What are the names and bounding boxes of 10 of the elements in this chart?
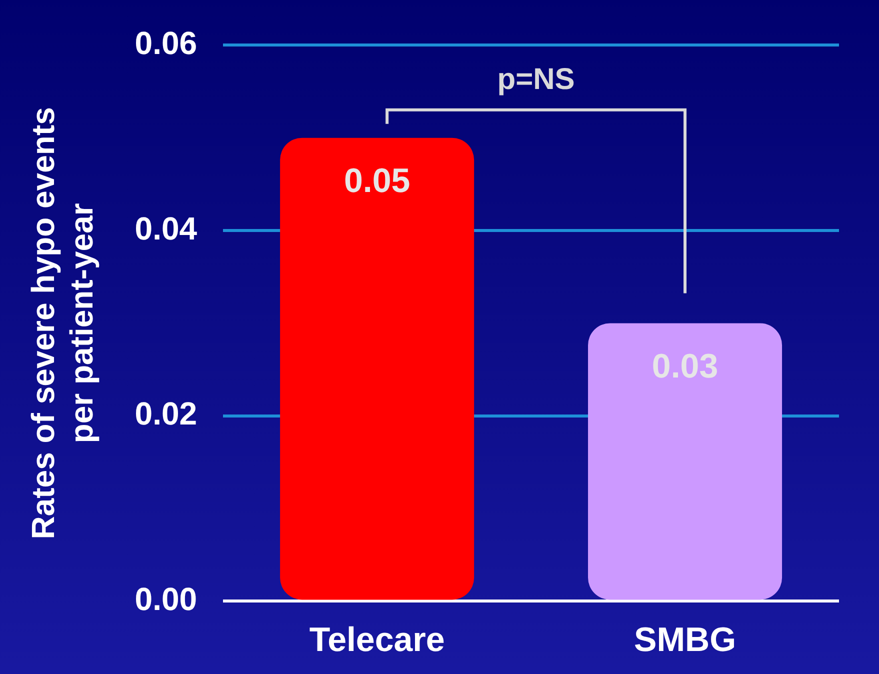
data-label: 0.05 <box>344 162 410 200</box>
y-tick-label: 0.04 <box>134 210 198 246</box>
data-label: 0.03 <box>652 348 718 386</box>
y-tick-label: 0.00 <box>134 581 198 618</box>
x-tick-label: SMBG <box>634 620 736 659</box>
x-tick-label: Telecare <box>309 620 445 659</box>
annotation: p=NS <box>497 63 575 96</box>
y-axis-title: Rates of severe hypo events per patient-year <box>25 107 100 540</box>
y-tick-label: 0.06 <box>134 25 198 62</box>
y-tick-label: 0.02 <box>134 396 198 432</box>
